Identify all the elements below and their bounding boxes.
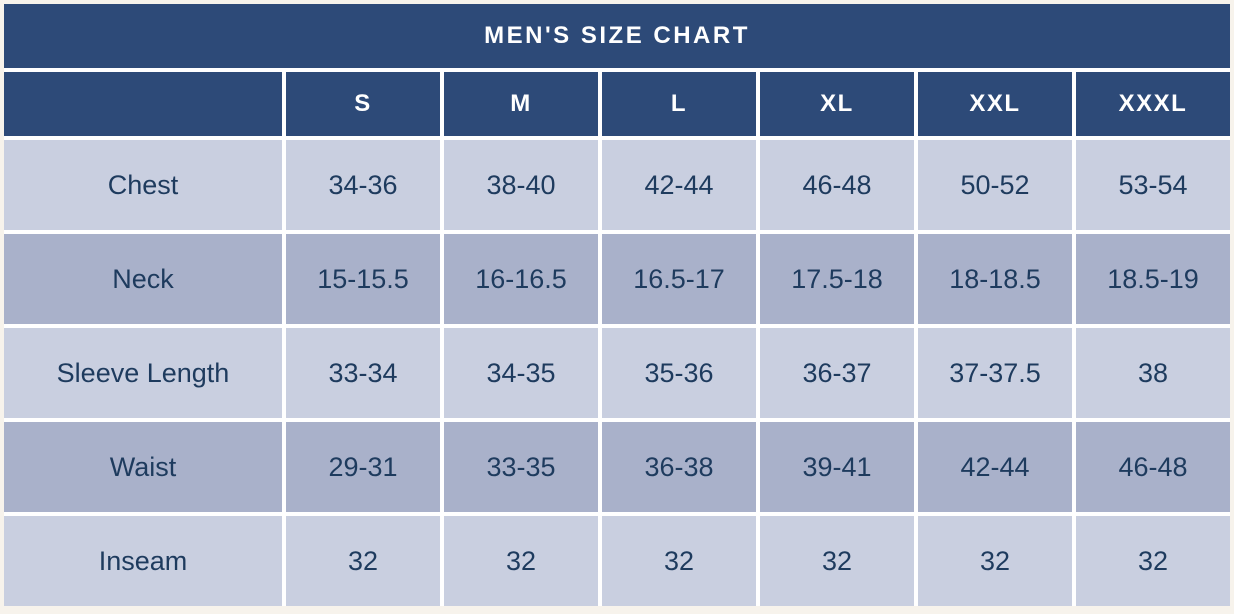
size-cell: 46-48 xyxy=(760,140,914,230)
size-cell: 36-38 xyxy=(602,422,756,512)
size-cell: 36-37 xyxy=(760,328,914,418)
column-header-l: L xyxy=(602,72,756,136)
mens-size-chart-table: MEN'S SIZE CHART S M L XL XXL XXXL Chest… xyxy=(4,4,1230,606)
row-label: Chest xyxy=(4,140,282,230)
column-header-xl: XL xyxy=(760,72,914,136)
size-cell: 38 xyxy=(1076,328,1230,418)
size-cell: 32 xyxy=(1076,516,1230,606)
size-cell: 34-36 xyxy=(286,140,440,230)
column-header-xxxl: XXXL xyxy=(1076,72,1230,136)
size-cell: 39-41 xyxy=(760,422,914,512)
size-cell: 32 xyxy=(760,516,914,606)
size-cell: 16.5-17 xyxy=(602,234,756,324)
size-cell: 33-34 xyxy=(286,328,440,418)
size-cell: 32 xyxy=(444,516,598,606)
corner-cell xyxy=(4,72,282,136)
chart-title: MEN'S SIZE CHART xyxy=(4,4,1230,68)
size-cell: 32 xyxy=(602,516,756,606)
column-header-s: S xyxy=(286,72,440,136)
size-cell: 33-35 xyxy=(444,422,598,512)
size-cell: 42-44 xyxy=(602,140,756,230)
row-label: Inseam xyxy=(4,516,282,606)
size-cell: 32 xyxy=(918,516,1072,606)
size-cell: 18.5-19 xyxy=(1076,234,1230,324)
column-header-xxl: XXL xyxy=(918,72,1072,136)
size-cell: 42-44 xyxy=(918,422,1072,512)
row-label: Sleeve Length xyxy=(4,328,282,418)
size-cell: 50-52 xyxy=(918,140,1072,230)
size-cell: 37-37.5 xyxy=(918,328,1072,418)
size-cell: 38-40 xyxy=(444,140,598,230)
size-cell: 17.5-18 xyxy=(760,234,914,324)
row-label: Neck xyxy=(4,234,282,324)
column-header-m: M xyxy=(444,72,598,136)
size-cell: 15-15.5 xyxy=(286,234,440,324)
size-cell: 16-16.5 xyxy=(444,234,598,324)
size-cell: 53-54 xyxy=(1076,140,1230,230)
row-label: Waist xyxy=(4,422,282,512)
size-cell: 46-48 xyxy=(1076,422,1230,512)
size-cell: 34-35 xyxy=(444,328,598,418)
size-cell: 32 xyxy=(286,516,440,606)
size-cell: 18-18.5 xyxy=(918,234,1072,324)
size-cell: 35-36 xyxy=(602,328,756,418)
size-cell: 29-31 xyxy=(286,422,440,512)
